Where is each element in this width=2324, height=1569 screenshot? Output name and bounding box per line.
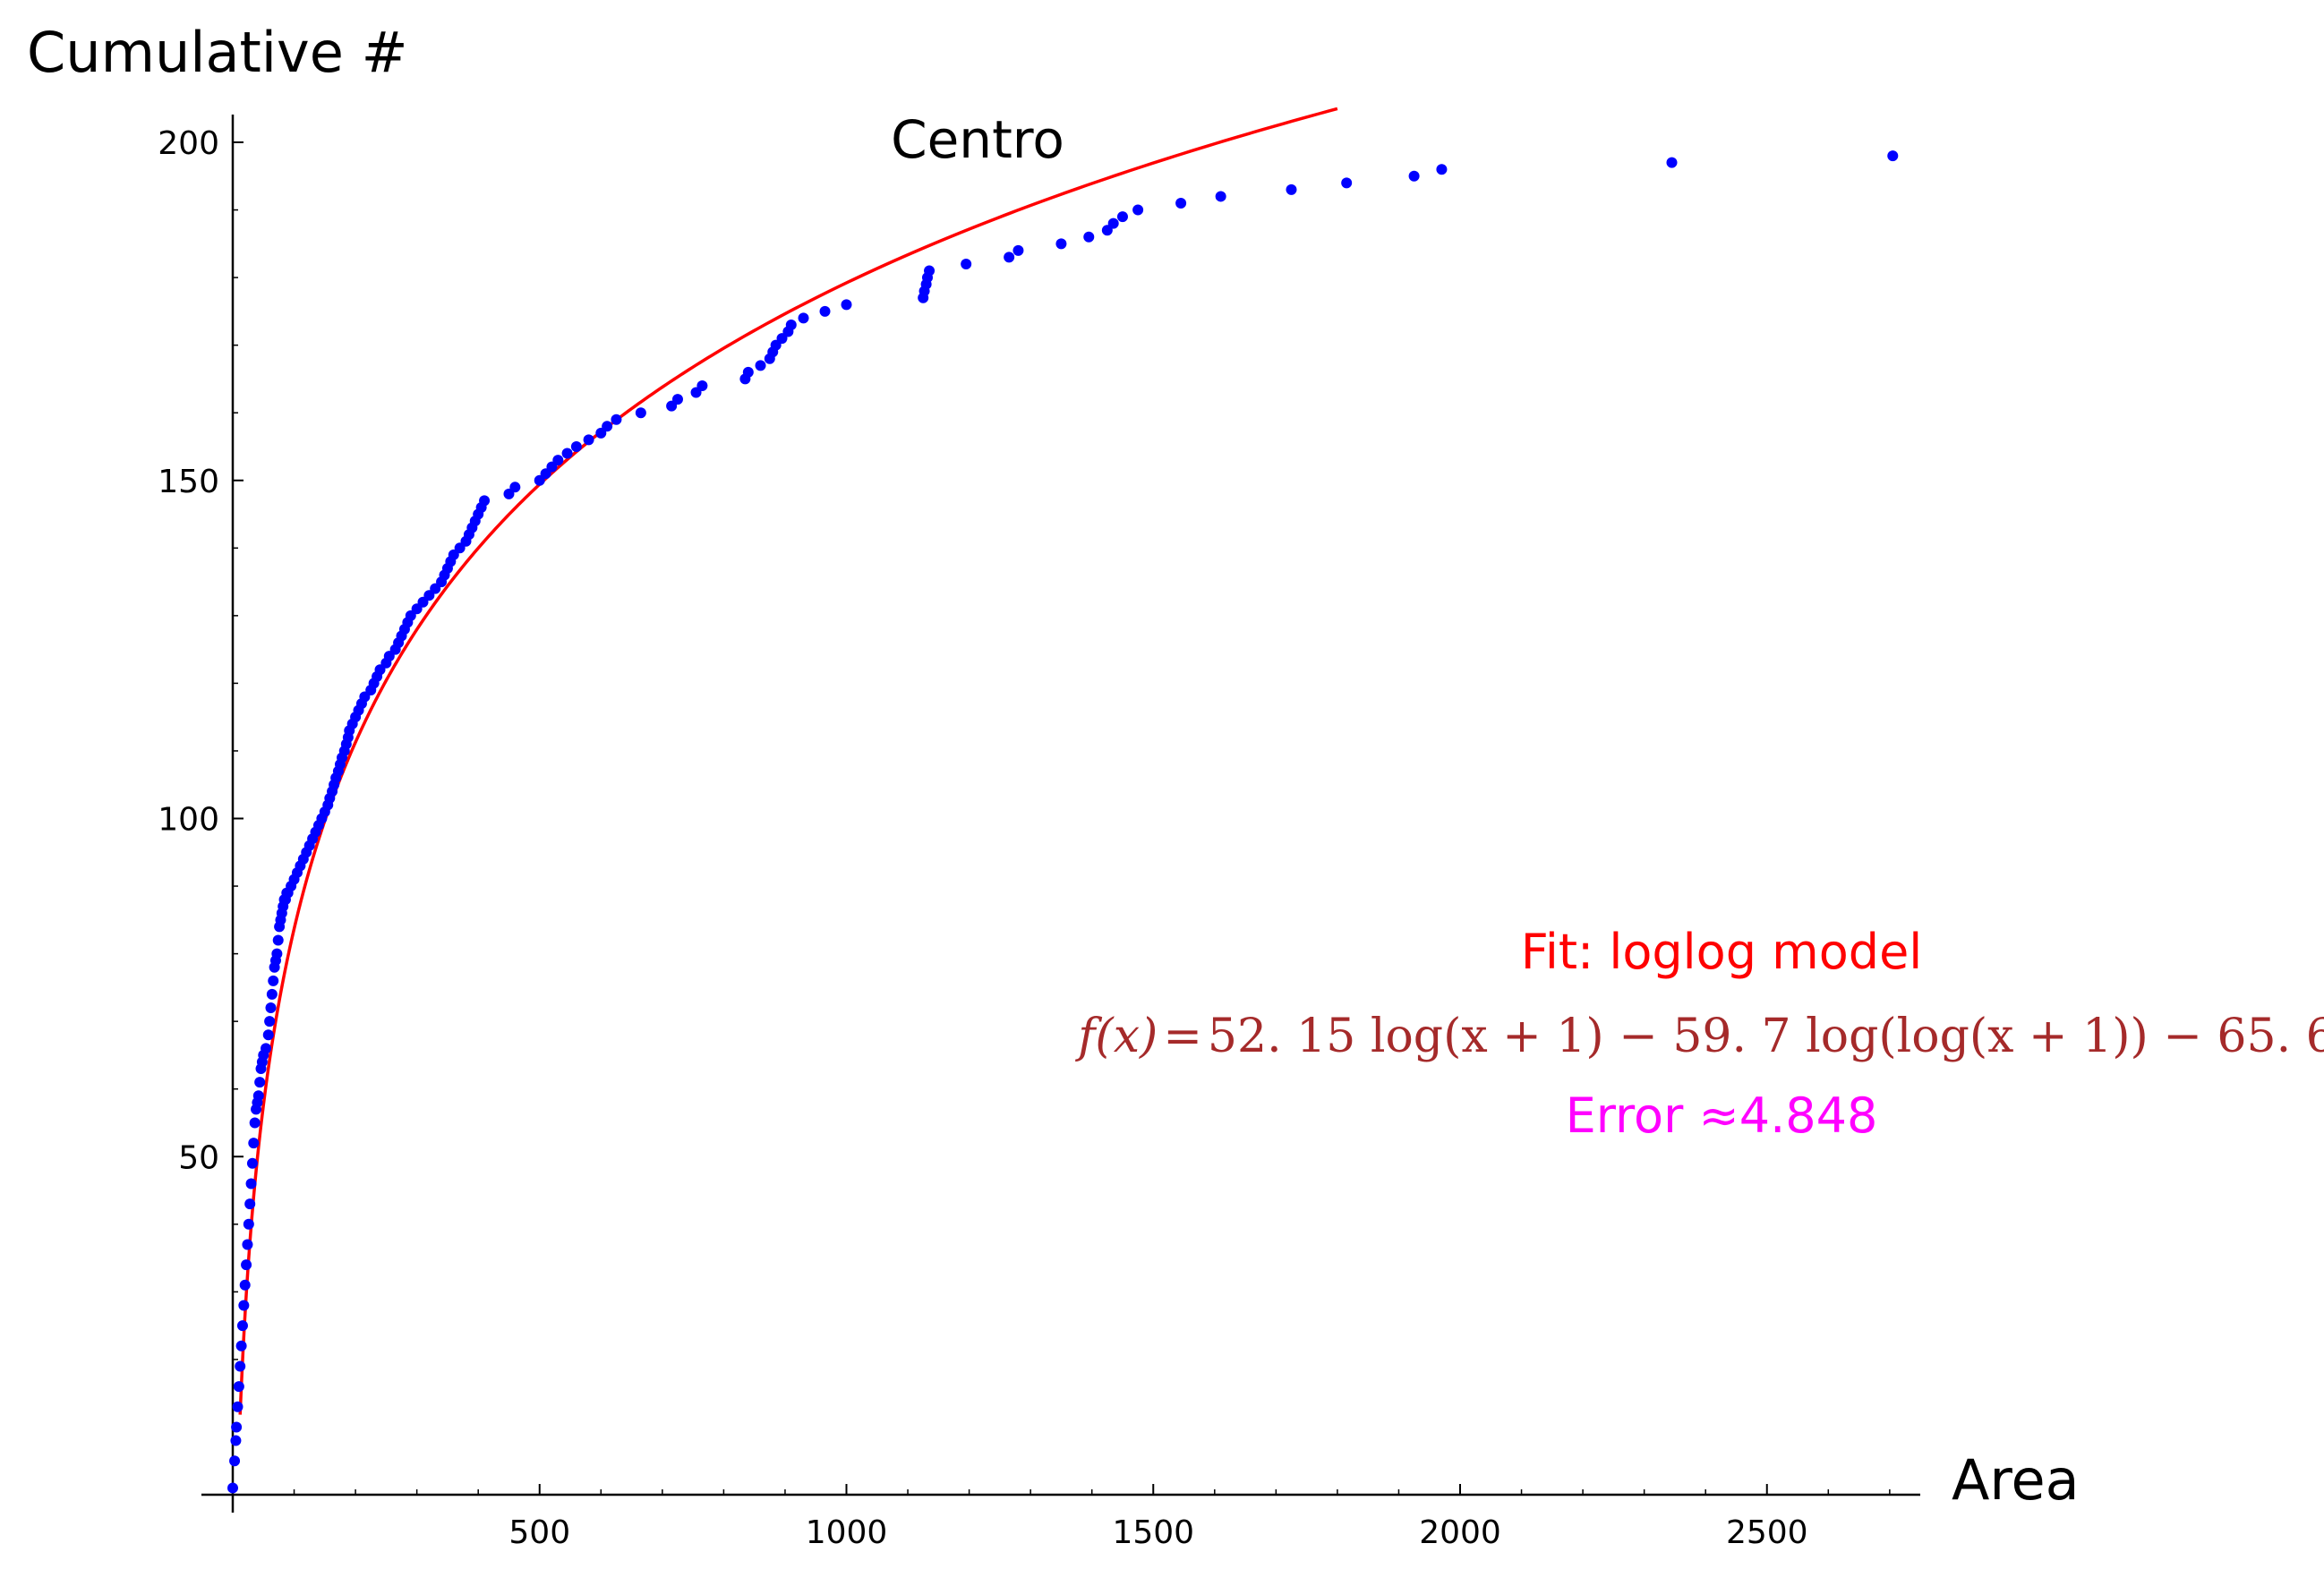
data-point	[1215, 191, 1226, 202]
data-point	[245, 1178, 257, 1190]
data-point	[742, 366, 754, 378]
x-tick-label: 500	[508, 1514, 570, 1551]
data-point	[1408, 170, 1420, 182]
x-minor-ticks	[293, 1489, 1891, 1495]
formula-equals: =	[1163, 1010, 1202, 1063]
data-point	[241, 1259, 252, 1271]
data-point	[243, 1218, 254, 1230]
data-point	[227, 1482, 238, 1494]
data-point	[249, 1117, 261, 1129]
x-tick-label: 1000	[806, 1514, 888, 1551]
data-point	[1436, 164, 1448, 175]
x-tick-label: 2500	[1726, 1514, 1808, 1551]
y-major-ticks: 50 100 150 200	[158, 125, 244, 1176]
data-point	[961, 258, 972, 269]
data-point	[841, 299, 852, 311]
data-point	[552, 455, 564, 466]
data-point	[272, 934, 284, 946]
data-point	[229, 1455, 241, 1467]
data-point	[755, 360, 766, 371]
data-point	[1341, 177, 1353, 189]
data-point	[238, 1300, 250, 1311]
data-point	[1107, 217, 1119, 229]
data-point	[231, 1421, 243, 1433]
data-point	[265, 1002, 277, 1014]
data-point	[696, 379, 708, 391]
data-point	[244, 1198, 256, 1210]
data-point	[1175, 198, 1187, 209]
data-point	[261, 1043, 272, 1054]
formula-lhs: f(x)	[1074, 1010, 1158, 1063]
data-point	[262, 1029, 274, 1041]
data-point	[1132, 204, 1144, 216]
y-tick-label: 150	[158, 464, 219, 500]
data-point	[271, 948, 283, 959]
data-point	[798, 312, 809, 324]
data-point	[268, 975, 279, 986]
data-point	[230, 1435, 242, 1446]
data-point	[570, 440, 582, 452]
data-point	[1666, 157, 1678, 168]
x-tick-label: 2000	[1419, 1514, 1501, 1551]
data-point	[509, 482, 521, 493]
data-point	[1012, 244, 1024, 256]
data-point	[1004, 252, 1015, 263]
x-tick-label: 1500	[1112, 1514, 1194, 1551]
data-point	[242, 1239, 253, 1250]
data-point	[235, 1360, 246, 1372]
data-point	[1083, 231, 1095, 243]
data-point	[239, 1279, 251, 1291]
data-point	[583, 434, 594, 446]
data-point	[264, 1016, 276, 1028]
data-point	[611, 414, 622, 425]
data-point	[266, 988, 278, 1000]
data-point	[1887, 150, 1899, 162]
chart-title: Centro	[891, 109, 1064, 170]
data-point	[924, 265, 936, 277]
data-point	[248, 1138, 260, 1149]
data-point	[785, 319, 797, 330]
fit-label: Fit: loglog model	[1521, 924, 1923, 980]
x-major-ticks: 500 1000 1500 2000 2500	[508, 1484, 1808, 1551]
y-tick-label: 50	[178, 1139, 219, 1176]
data-point	[819, 305, 831, 317]
data-point	[235, 1340, 247, 1352]
axes: 50 100 150 200 500 1000 1500 2000 2500	[158, 115, 1920, 1551]
data-point	[1055, 238, 1067, 250]
fit-formula: f(x) = 52. 15 log(x + 1) − 59. 7 log(log(x…	[1074, 1010, 2324, 1063]
y-minor-ticks	[233, 209, 238, 1428]
data-point	[671, 394, 683, 405]
data-point	[232, 1401, 244, 1412]
data-point	[246, 1157, 258, 1169]
y-axis-title: Cumulative #	[27, 20, 408, 85]
data-point	[1286, 183, 1297, 195]
data-point	[252, 1090, 264, 1102]
y-tick-label: 100	[158, 802, 219, 839]
data-point	[602, 421, 613, 432]
data-point	[236, 1320, 248, 1332]
formula-rhs: 52. 15 log(x + 1) − 59. 7 log(log(x + 1)…	[1208, 1010, 2324, 1063]
data-point	[561, 448, 573, 459]
points-layer	[227, 150, 1899, 1494]
x-axis-title: Area	[1952, 1447, 2080, 1513]
data-point	[635, 407, 646, 419]
data-point	[233, 1381, 244, 1393]
data-point	[479, 495, 491, 507]
data-point	[254, 1077, 266, 1088]
y-tick-label: 200	[158, 125, 219, 162]
error-label: Error ≈4.848	[1566, 1087, 1878, 1144]
data-point	[1116, 211, 1128, 223]
